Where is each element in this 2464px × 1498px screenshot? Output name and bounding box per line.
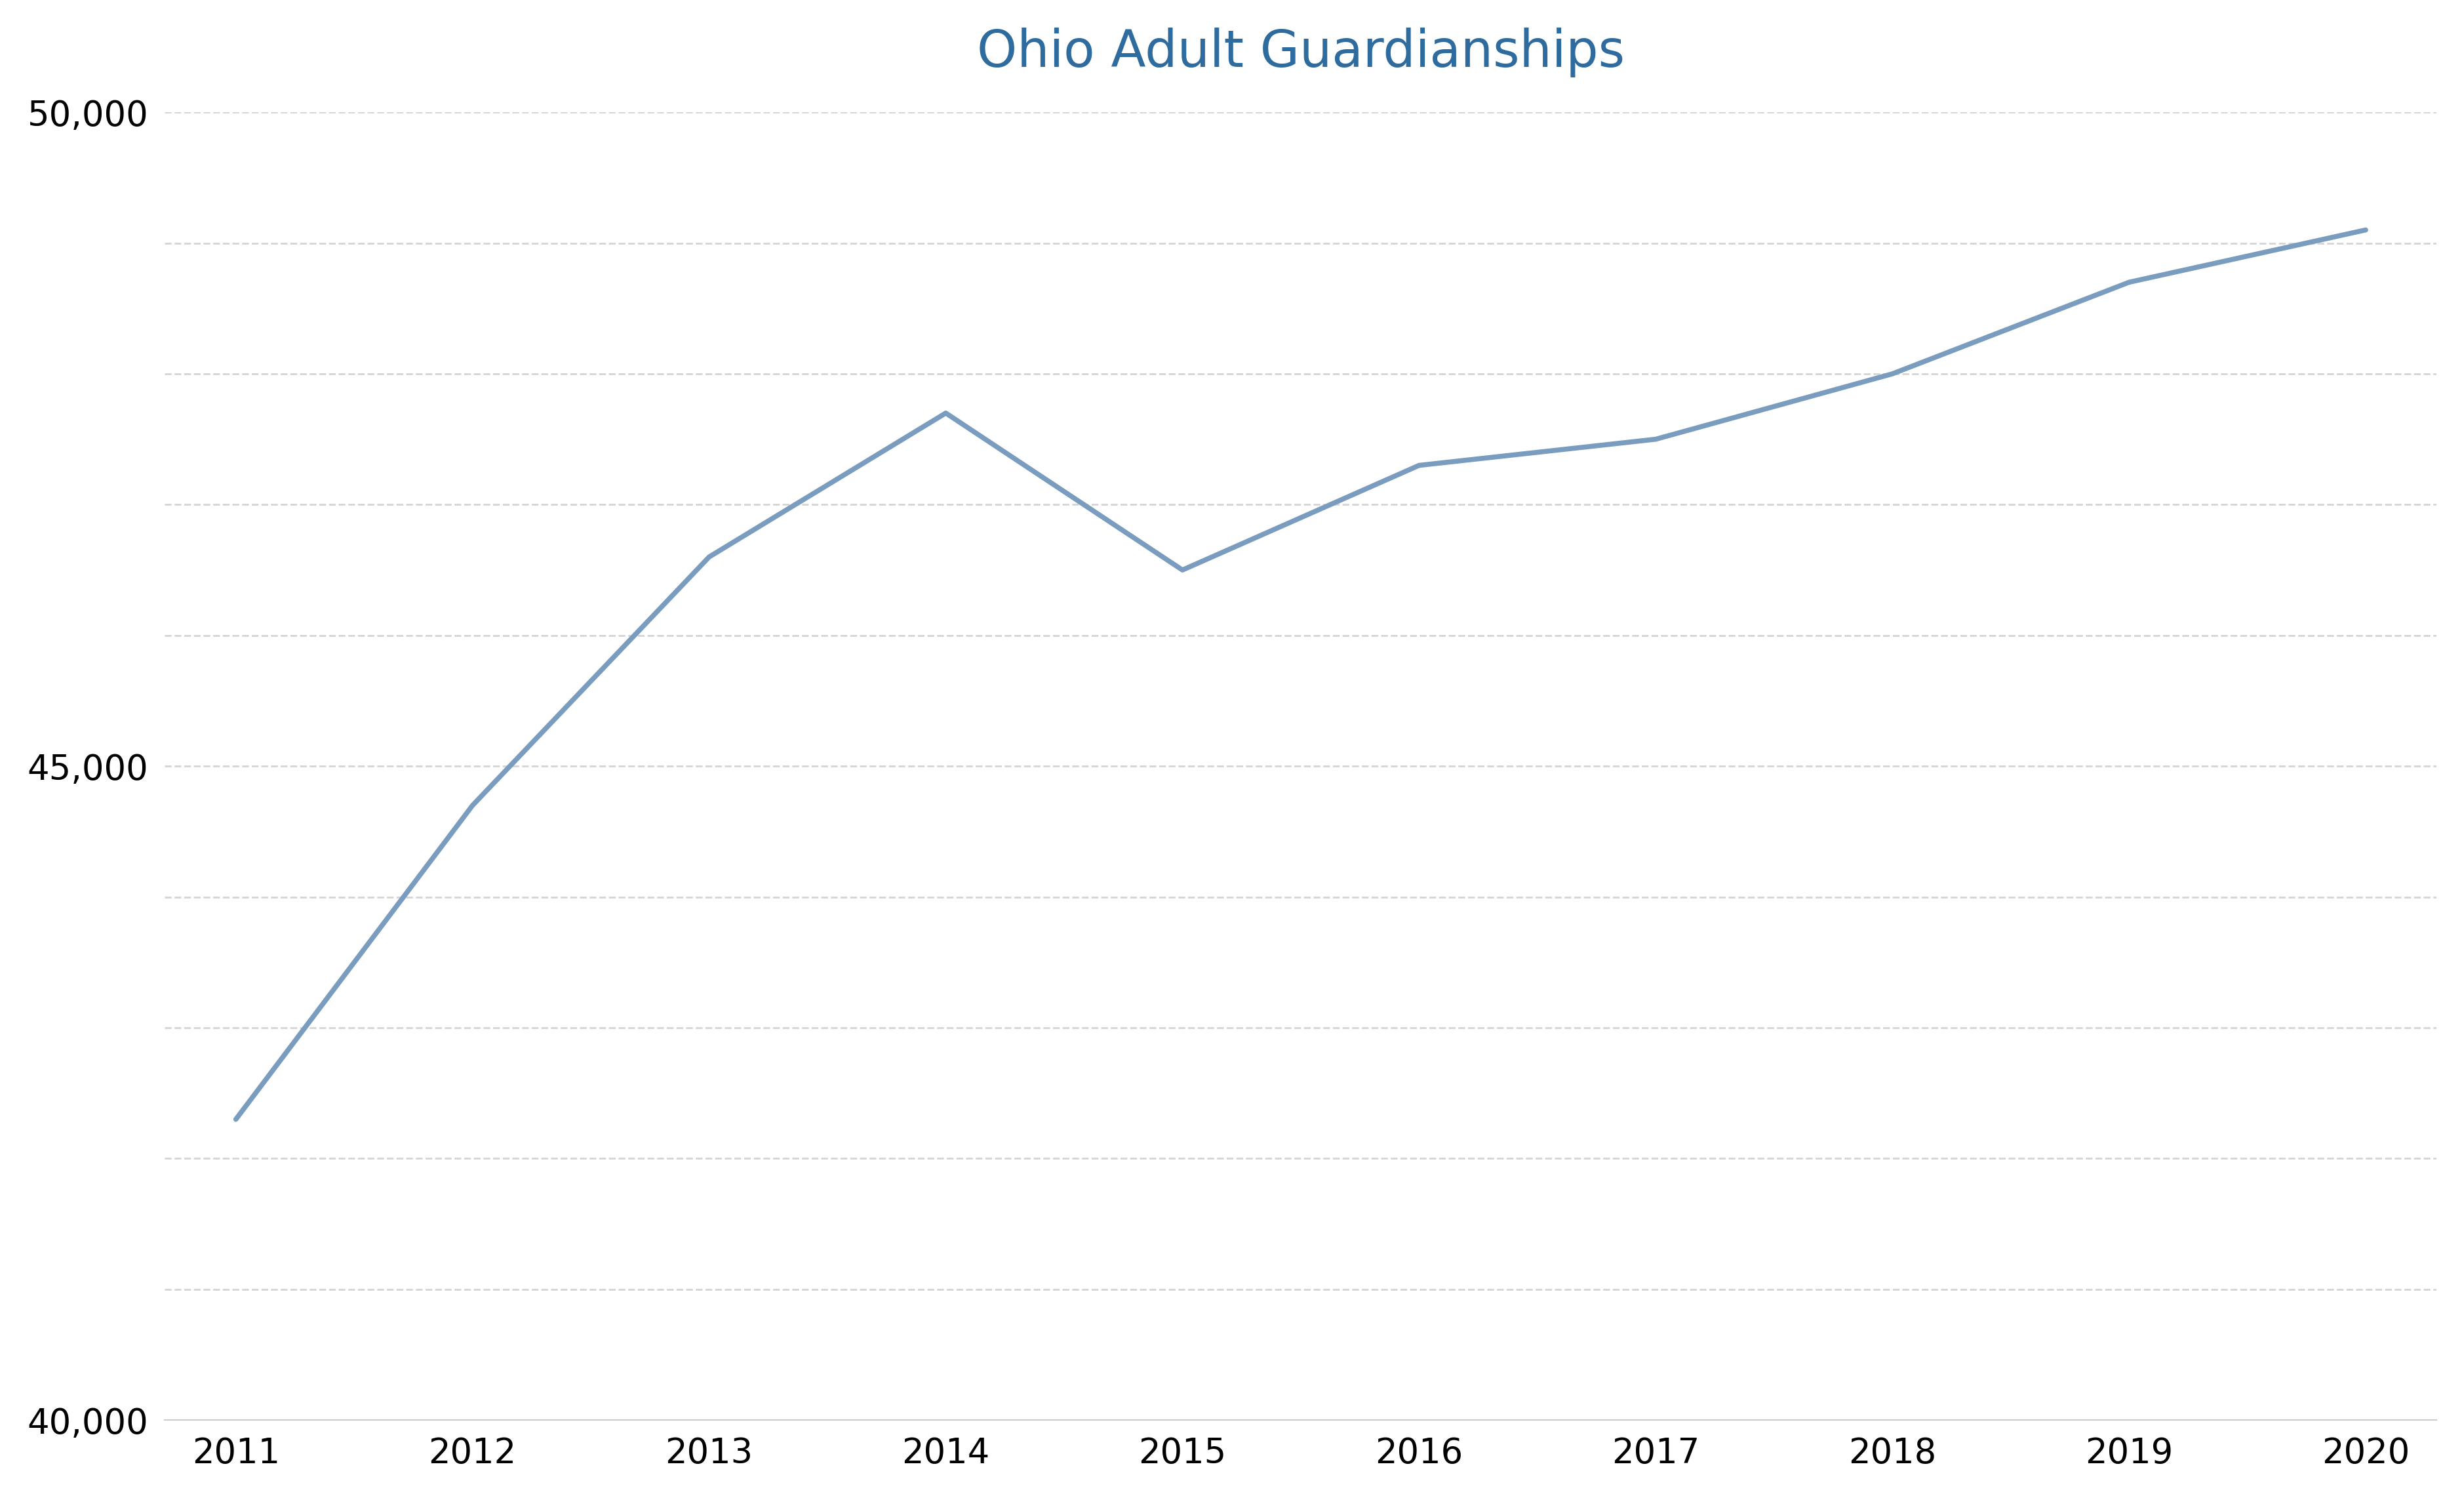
Title: Ohio Adult Guardianships: Ohio Adult Guardianships [976,27,1624,78]
